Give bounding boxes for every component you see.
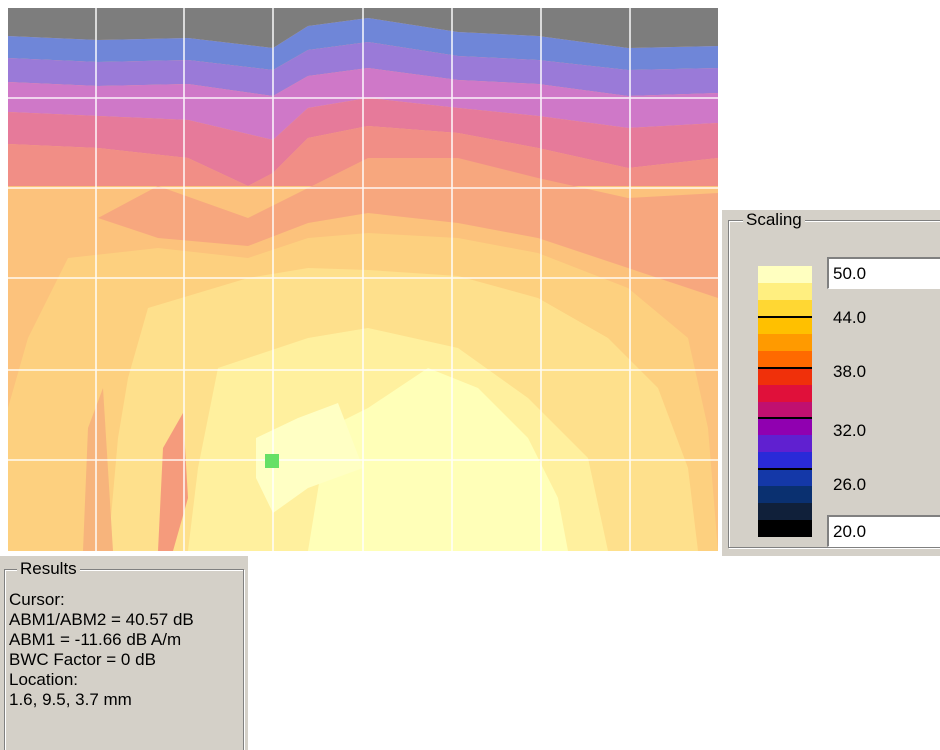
color-scale-band (758, 333, 812, 351)
scale-label-44: 44.0 (833, 308, 867, 327)
color-scale-band (758, 452, 812, 470)
contour-band (98, 158, 718, 298)
color-scale-band (758, 503, 812, 521)
color-scale-divider (758, 468, 812, 471)
scaling-group: Scaling 44.0 38.0 32.0 26.0 (728, 211, 940, 548)
plot-grid (8, 8, 718, 551)
color-scale-band (758, 418, 812, 436)
contour-band (83, 388, 113, 551)
color-scale-band (758, 367, 812, 385)
location-readout: 1.6, 9.5, 3.7 mm (9, 690, 132, 709)
scale-min-input[interactable] (827, 515, 940, 547)
scaling-panel: Scaling 44.0 38.0 32.0 26.0 (722, 210, 940, 556)
results-panel: Results Cursor: ABM1/ABM2 = 40.57 dB ABM… (0, 556, 248, 750)
ratio-readout: ABM1/ABM2 = 40.57 dB (9, 610, 194, 629)
results-group: Results (4, 560, 244, 750)
color-scale-bar (758, 266, 812, 538)
scale-max-input[interactable] (827, 257, 940, 289)
color-scale-band (758, 316, 812, 334)
contour-band (158, 413, 188, 551)
bwc-factor-readout: BWC Factor = 0 dB (9, 650, 156, 669)
color-scale-band (758, 520, 812, 538)
scale-label-38: 38.0 (833, 362, 867, 381)
results-title: Results (17, 560, 80, 578)
color-scale-band (758, 435, 812, 453)
color-scale-divider (758, 315, 812, 318)
contour-plot-canvas[interactable] (8, 8, 718, 551)
color-scale-band (758, 282, 812, 300)
color-scale-band (758, 299, 812, 317)
color-scale-band (758, 350, 812, 368)
color-scale-band (758, 401, 812, 419)
cursor-marker[interactable] (265, 454, 279, 468)
contour-plot[interactable] (8, 8, 718, 551)
location-label: Location: (9, 670, 78, 689)
color-scale-divider (758, 417, 812, 420)
scale-label-26: 26.0 (833, 475, 867, 494)
cursor-label: Cursor: (9, 590, 65, 609)
results-text: Cursor: ABM1/ABM2 = 40.57 dB ABM1 = -11.… (9, 590, 194, 710)
color-scale-band (758, 469, 812, 487)
color-scale-divider (758, 366, 812, 369)
color-scale-band (758, 266, 812, 283)
scaling-title: Scaling (743, 211, 805, 229)
scale-label-32: 32.0 (833, 421, 867, 440)
abm1-readout: ABM1 = -11.66 dB A/m (9, 630, 182, 649)
contour-band (256, 403, 363, 513)
color-scale-band (758, 486, 812, 504)
color-scale-band (758, 384, 812, 402)
